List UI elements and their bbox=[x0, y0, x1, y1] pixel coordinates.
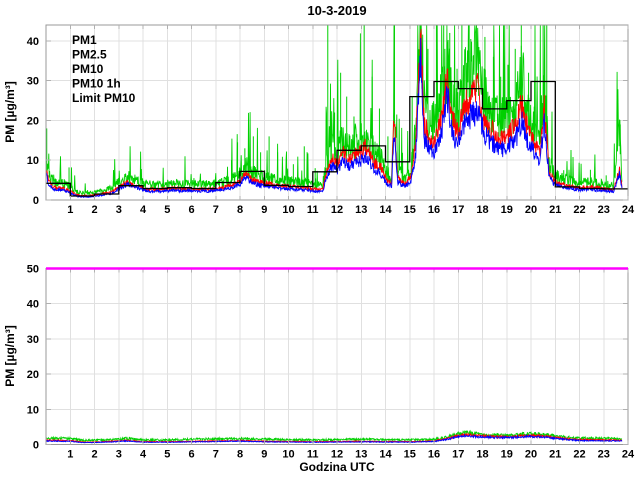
x-tick-label: 15 bbox=[404, 204, 416, 216]
x-tick-label: 3 bbox=[116, 449, 122, 461]
x-tick-label: 20 bbox=[525, 204, 537, 216]
series-pm10 bbox=[45, 429, 623, 443]
chart-title: 10-3-2019 bbox=[307, 3, 366, 18]
x-tick-label: 6 bbox=[188, 204, 194, 216]
x-tick-label: 23 bbox=[598, 204, 610, 216]
series-pm10 bbox=[45, 24, 623, 196]
x-tick-label: 8 bbox=[237, 204, 243, 216]
x-tick-label: 8 bbox=[237, 449, 243, 461]
y-tick-label: 50 bbox=[27, 264, 39, 276]
x-tick-label: 7 bbox=[213, 204, 219, 216]
legend-item-pm1: PM1 bbox=[72, 33, 97, 47]
y-tick-label: 30 bbox=[27, 76, 39, 88]
x-tick-label: 19 bbox=[501, 449, 513, 461]
x-tick-label: 24 bbox=[622, 449, 635, 461]
x-tick-label: 13 bbox=[355, 449, 367, 461]
x-tick-label: 6 bbox=[188, 449, 194, 461]
x-tick-label: 1 bbox=[67, 449, 73, 461]
x-tick-label: 16 bbox=[428, 449, 440, 461]
x-tick-label: 14 bbox=[379, 449, 392, 461]
x-tick-label: 19 bbox=[501, 204, 513, 216]
x-tick-label: 5 bbox=[164, 204, 170, 216]
legend-item-limit-pm10: Limit PM10 bbox=[72, 91, 136, 105]
legend-item-pm2-5: PM2.5 bbox=[72, 48, 107, 62]
x-tick-label: 23 bbox=[598, 449, 610, 461]
top-y-axis-label: PM [µg/m³] bbox=[3, 81, 17, 143]
y-tick-label: 20 bbox=[27, 115, 39, 127]
x-tick-label: 10 bbox=[282, 449, 294, 461]
x-tick-label: 18 bbox=[476, 449, 488, 461]
x-tick-label: 20 bbox=[525, 449, 537, 461]
y-tick-label: 20 bbox=[27, 369, 39, 381]
y-tick-label: 10 bbox=[27, 155, 39, 167]
top-plot-area: 1 2 3 4 5 6 7 8 9 10 11 12 13 14 15 16 17 18 19 20 21 22 23 240… bbox=[27, 24, 635, 216]
y-tick-label: 40 bbox=[27, 299, 39, 311]
x-tick-label: 24 bbox=[622, 204, 635, 216]
x-tick-label: 16 bbox=[428, 204, 440, 216]
x-tick-label: 12 bbox=[331, 449, 343, 461]
x-tick-label: 3 bbox=[116, 204, 122, 216]
legend: PM1 PM2.5 PM10 PM10 1h Limit PM10 bbox=[72, 33, 136, 105]
legend-item-pm10-1h: PM10 1h bbox=[72, 77, 121, 91]
x-tick-label: 21 bbox=[549, 204, 561, 216]
bottom-x-axis-label: Godzina UTC bbox=[299, 460, 375, 474]
bottom-y-axis-label: PM [µg/m³] bbox=[3, 325, 17, 387]
x-tick-label: 21 bbox=[549, 449, 561, 461]
series-pm10-1h bbox=[46, 80, 628, 197]
legend-item-pm10: PM10 bbox=[72, 62, 104, 76]
x-tick-label: 17 bbox=[452, 204, 464, 216]
series-pm1 bbox=[45, 37, 623, 199]
x-tick-label: 2 bbox=[91, 204, 97, 216]
series-pm1 bbox=[45, 433, 623, 444]
x-tick-label: 13 bbox=[355, 204, 367, 216]
x-tick-label: 7 bbox=[213, 449, 219, 461]
x-tick-label: 4 bbox=[140, 449, 147, 461]
x-tick-label: 11 bbox=[307, 204, 319, 216]
x-tick-label: 5 bbox=[164, 449, 170, 461]
x-tick-label: 18 bbox=[476, 204, 488, 216]
x-tick-label: 10 bbox=[282, 204, 294, 216]
x-tick-label: 9 bbox=[261, 449, 267, 461]
bottom-plot-area: 1 2 3 4 5 6 7 8 9 10 11 12 13 14 15 16 17 18 19 20 21 22 23 240… bbox=[27, 264, 635, 461]
y-tick-label: 0 bbox=[33, 195, 39, 207]
x-tick-label: 22 bbox=[573, 204, 585, 216]
x-tick-label: 15 bbox=[404, 449, 416, 461]
x-tick-label: 12 bbox=[331, 204, 343, 216]
x-tick-label: 1 bbox=[67, 204, 73, 216]
x-tick-label: 2 bbox=[91, 449, 97, 461]
x-tick-label: 17 bbox=[452, 449, 464, 461]
x-tick-label: 14 bbox=[379, 204, 392, 216]
y-tick-label: 40 bbox=[27, 36, 39, 48]
x-tick-label: 4 bbox=[140, 204, 147, 216]
x-tick-label: 9 bbox=[261, 204, 267, 216]
x-tick-label: 11 bbox=[307, 449, 319, 461]
y-tick-label: 0 bbox=[33, 440, 39, 452]
y-tick-label: 10 bbox=[27, 404, 39, 416]
y-tick-label: 30 bbox=[27, 334, 39, 346]
x-tick-label: 22 bbox=[573, 449, 585, 461]
